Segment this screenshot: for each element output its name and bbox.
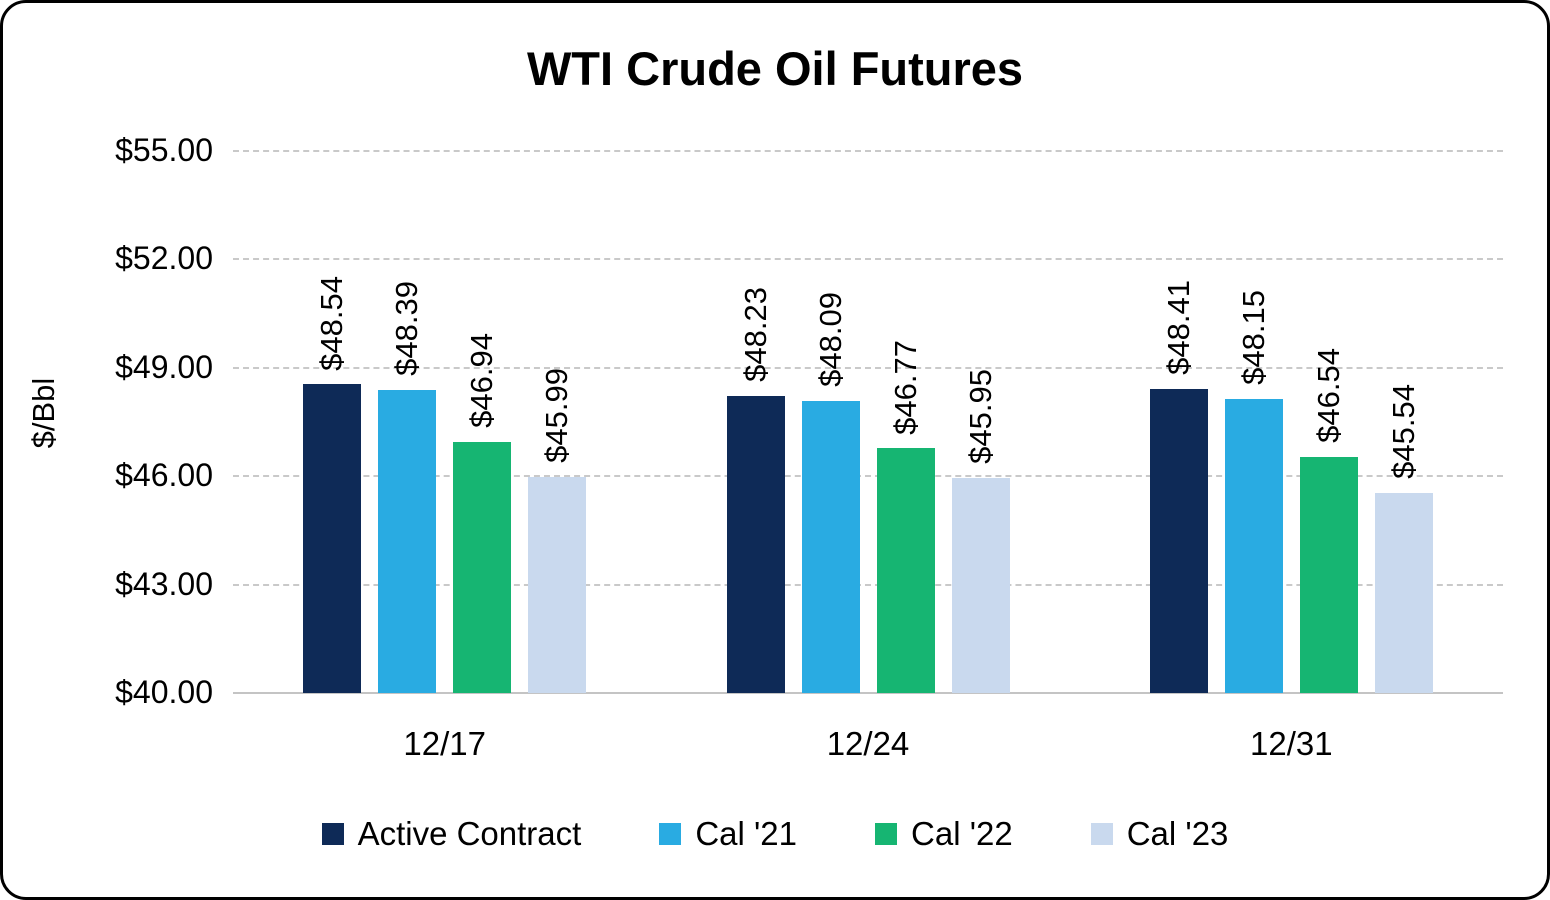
y-tick-label: $52.00 [115,240,213,277]
bar [951,478,1010,693]
gridline [233,150,1503,152]
legend-item: Cal '23 [1090,815,1229,853]
legend-label: Cal '22 [911,815,1013,852]
gridline [233,583,1503,586]
chart-title: WTI Crude Oil Futures [526,42,1024,95]
bar-value-label: $45.99 [539,367,575,463]
bar [726,395,785,693]
bar [1299,456,1358,693]
legend-item: Cal '21 [659,815,797,853]
gridline [233,258,1503,261]
bar [1374,492,1433,693]
bar [1149,389,1208,693]
bar [528,476,587,693]
bar [801,400,860,693]
bar-value-label: $48.54 [314,275,350,371]
y-tick-label: $55.00 [115,132,213,168]
bar-value-label: $48.41 [1160,280,1196,376]
bar [378,389,437,693]
y-tick-label: $40.00 [115,674,213,710]
bar-value-label: $48.23 [737,286,773,382]
legend-swatch [875,823,898,845]
y-tick-label: $43.00 [115,565,213,602]
bar [1224,398,1283,693]
bar-value-label: $48.15 [1235,289,1271,385]
legend-swatch [321,823,344,845]
bar-value-label: $48.39 [389,281,425,376]
gridline [233,475,1503,478]
legend: Active Contract Cal '21 Cal '22 Cal '23 [3,815,1547,853]
legend-label: Active Contract [357,815,582,852]
x-tick-label: 12/24 [826,725,910,762]
bar-value-label: $45.54 [1385,384,1421,479]
bar-value-label: $46.54 [1310,347,1346,443]
bar-value-label: $46.77 [887,339,923,435]
bar [876,448,935,693]
bar [303,384,362,693]
bar [453,442,512,693]
legend-label: Cal '23 [1126,815,1229,852]
legend-item: Cal '22 [875,815,1013,853]
x-tick-label: 12/31 [1250,725,1333,762]
gridline [233,366,1503,369]
legend-label: Cal '21 [695,815,798,852]
y-tick-label: $49.00 [115,348,213,385]
bar-value-label: $48.09 [812,291,848,387]
legend-item: Active Contract [321,815,582,853]
legend-swatch [1090,823,1113,845]
x-axis-line [233,692,1503,694]
bar-value-label: $45.95 [962,369,998,465]
bar-value-label: $46.94 [464,333,500,429]
legend-swatch [659,823,682,845]
y-tick-label: $46.00 [115,457,213,494]
x-tick-label: 12/17 [403,725,486,762]
